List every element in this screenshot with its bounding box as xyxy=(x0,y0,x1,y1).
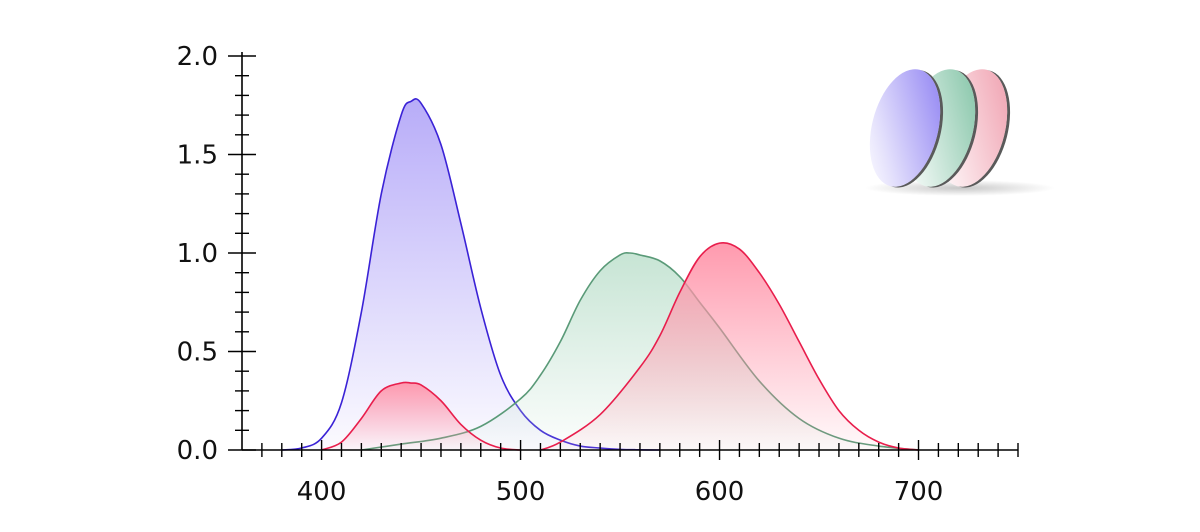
series-area-0 xyxy=(281,98,660,451)
axes-layer: 400 500 600 700 0.0 0.5 1.0 1.5 2.0 xyxy=(177,42,1019,507)
series-area-2 xyxy=(321,382,521,450)
y-tick-label: 0.5 xyxy=(177,338,218,368)
x-tick-label: 400 xyxy=(297,477,347,507)
x-tick-label: 700 xyxy=(894,477,944,507)
y-tick-label: 1.0 xyxy=(177,239,218,269)
y-tick-label: 1.5 xyxy=(177,141,218,171)
series-area-3 xyxy=(540,242,919,450)
rgb-filter-lenses-icon xyxy=(865,69,1055,196)
lens-shadow xyxy=(865,180,1055,196)
series-area-1 xyxy=(361,252,919,450)
y-tick-label: 0.0 xyxy=(177,436,218,466)
y-tick-label: 2.0 xyxy=(177,42,218,72)
series-line-3 xyxy=(540,242,919,451)
series-line-2 xyxy=(321,381,521,451)
x-tick-label: 600 xyxy=(695,477,745,507)
series-layer xyxy=(281,98,919,451)
x-tick-label: 500 xyxy=(496,477,546,507)
blue-lens-icon xyxy=(869,69,944,188)
